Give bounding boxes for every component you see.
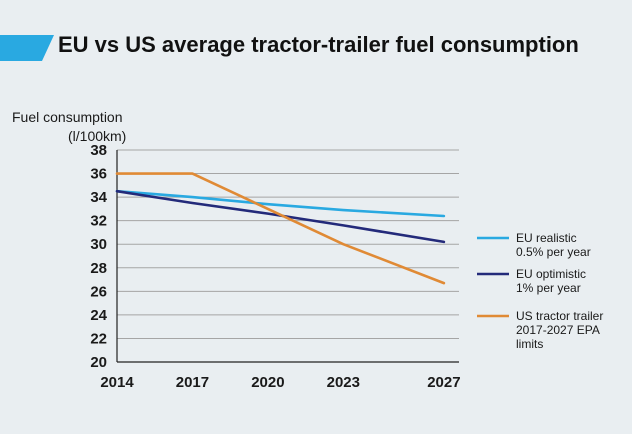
series-line-2 bbox=[115, 189, 446, 244]
legend-label: 1% per year bbox=[516, 281, 581, 295]
x-tick-label: 2017 bbox=[176, 374, 209, 391]
y-tick-label: 26 bbox=[90, 283, 107, 300]
y-tick-label: 24 bbox=[90, 307, 107, 324]
legend-label: 2017-2027 EPA bbox=[516, 323, 600, 337]
legend-label: EU realistic bbox=[516, 231, 577, 245]
x-tick-label: 2020 bbox=[251, 374, 284, 391]
y-axis-label: Fuel consumption (l/100km) bbox=[12, 109, 126, 144]
y-tick-label: 30 bbox=[90, 236, 107, 253]
legend-label: limits bbox=[516, 337, 543, 351]
y-tick-label: 28 bbox=[90, 260, 107, 277]
y-tick-label: 38 bbox=[90, 142, 107, 159]
title-area: EU vs US average tractor-trailer fuel co… bbox=[0, 28, 632, 68]
series-line-3 bbox=[115, 172, 446, 285]
series-lines bbox=[115, 172, 446, 285]
y-tick-label: 20 bbox=[90, 354, 107, 371]
legend-label: US tractor trailer bbox=[516, 309, 603, 323]
y-axis-label-line: (l/100km) bbox=[68, 128, 126, 144]
x-axis-ticks: 2014 2017 2020 2023 2027 bbox=[100, 374, 460, 391]
x-tick-label: 2014 bbox=[100, 374, 134, 391]
legend-label: 0.5% per year bbox=[516, 245, 591, 259]
y-tick-label: 32 bbox=[90, 213, 107, 230]
legend-label: EU optimistic bbox=[516, 267, 586, 281]
title-accent-bar bbox=[0, 35, 54, 61]
y-tick-label: 22 bbox=[90, 330, 107, 347]
y-tick-label: 36 bbox=[90, 166, 107, 183]
y-axis-label-line: Fuel consumption bbox=[12, 109, 123, 125]
x-tick-label: 2023 bbox=[327, 374, 360, 391]
x-tick-label: 2027 bbox=[427, 374, 460, 391]
y-tick-label: 34 bbox=[90, 189, 107, 206]
chart-title: EU vs US average tractor-trailer fuel co… bbox=[58, 32, 579, 57]
y-axis-ticks: 38 36 34 32 30 28 26 24 22 20 bbox=[90, 142, 107, 371]
series-line-1 bbox=[115, 189, 446, 218]
gridlines bbox=[116, 149, 459, 363]
